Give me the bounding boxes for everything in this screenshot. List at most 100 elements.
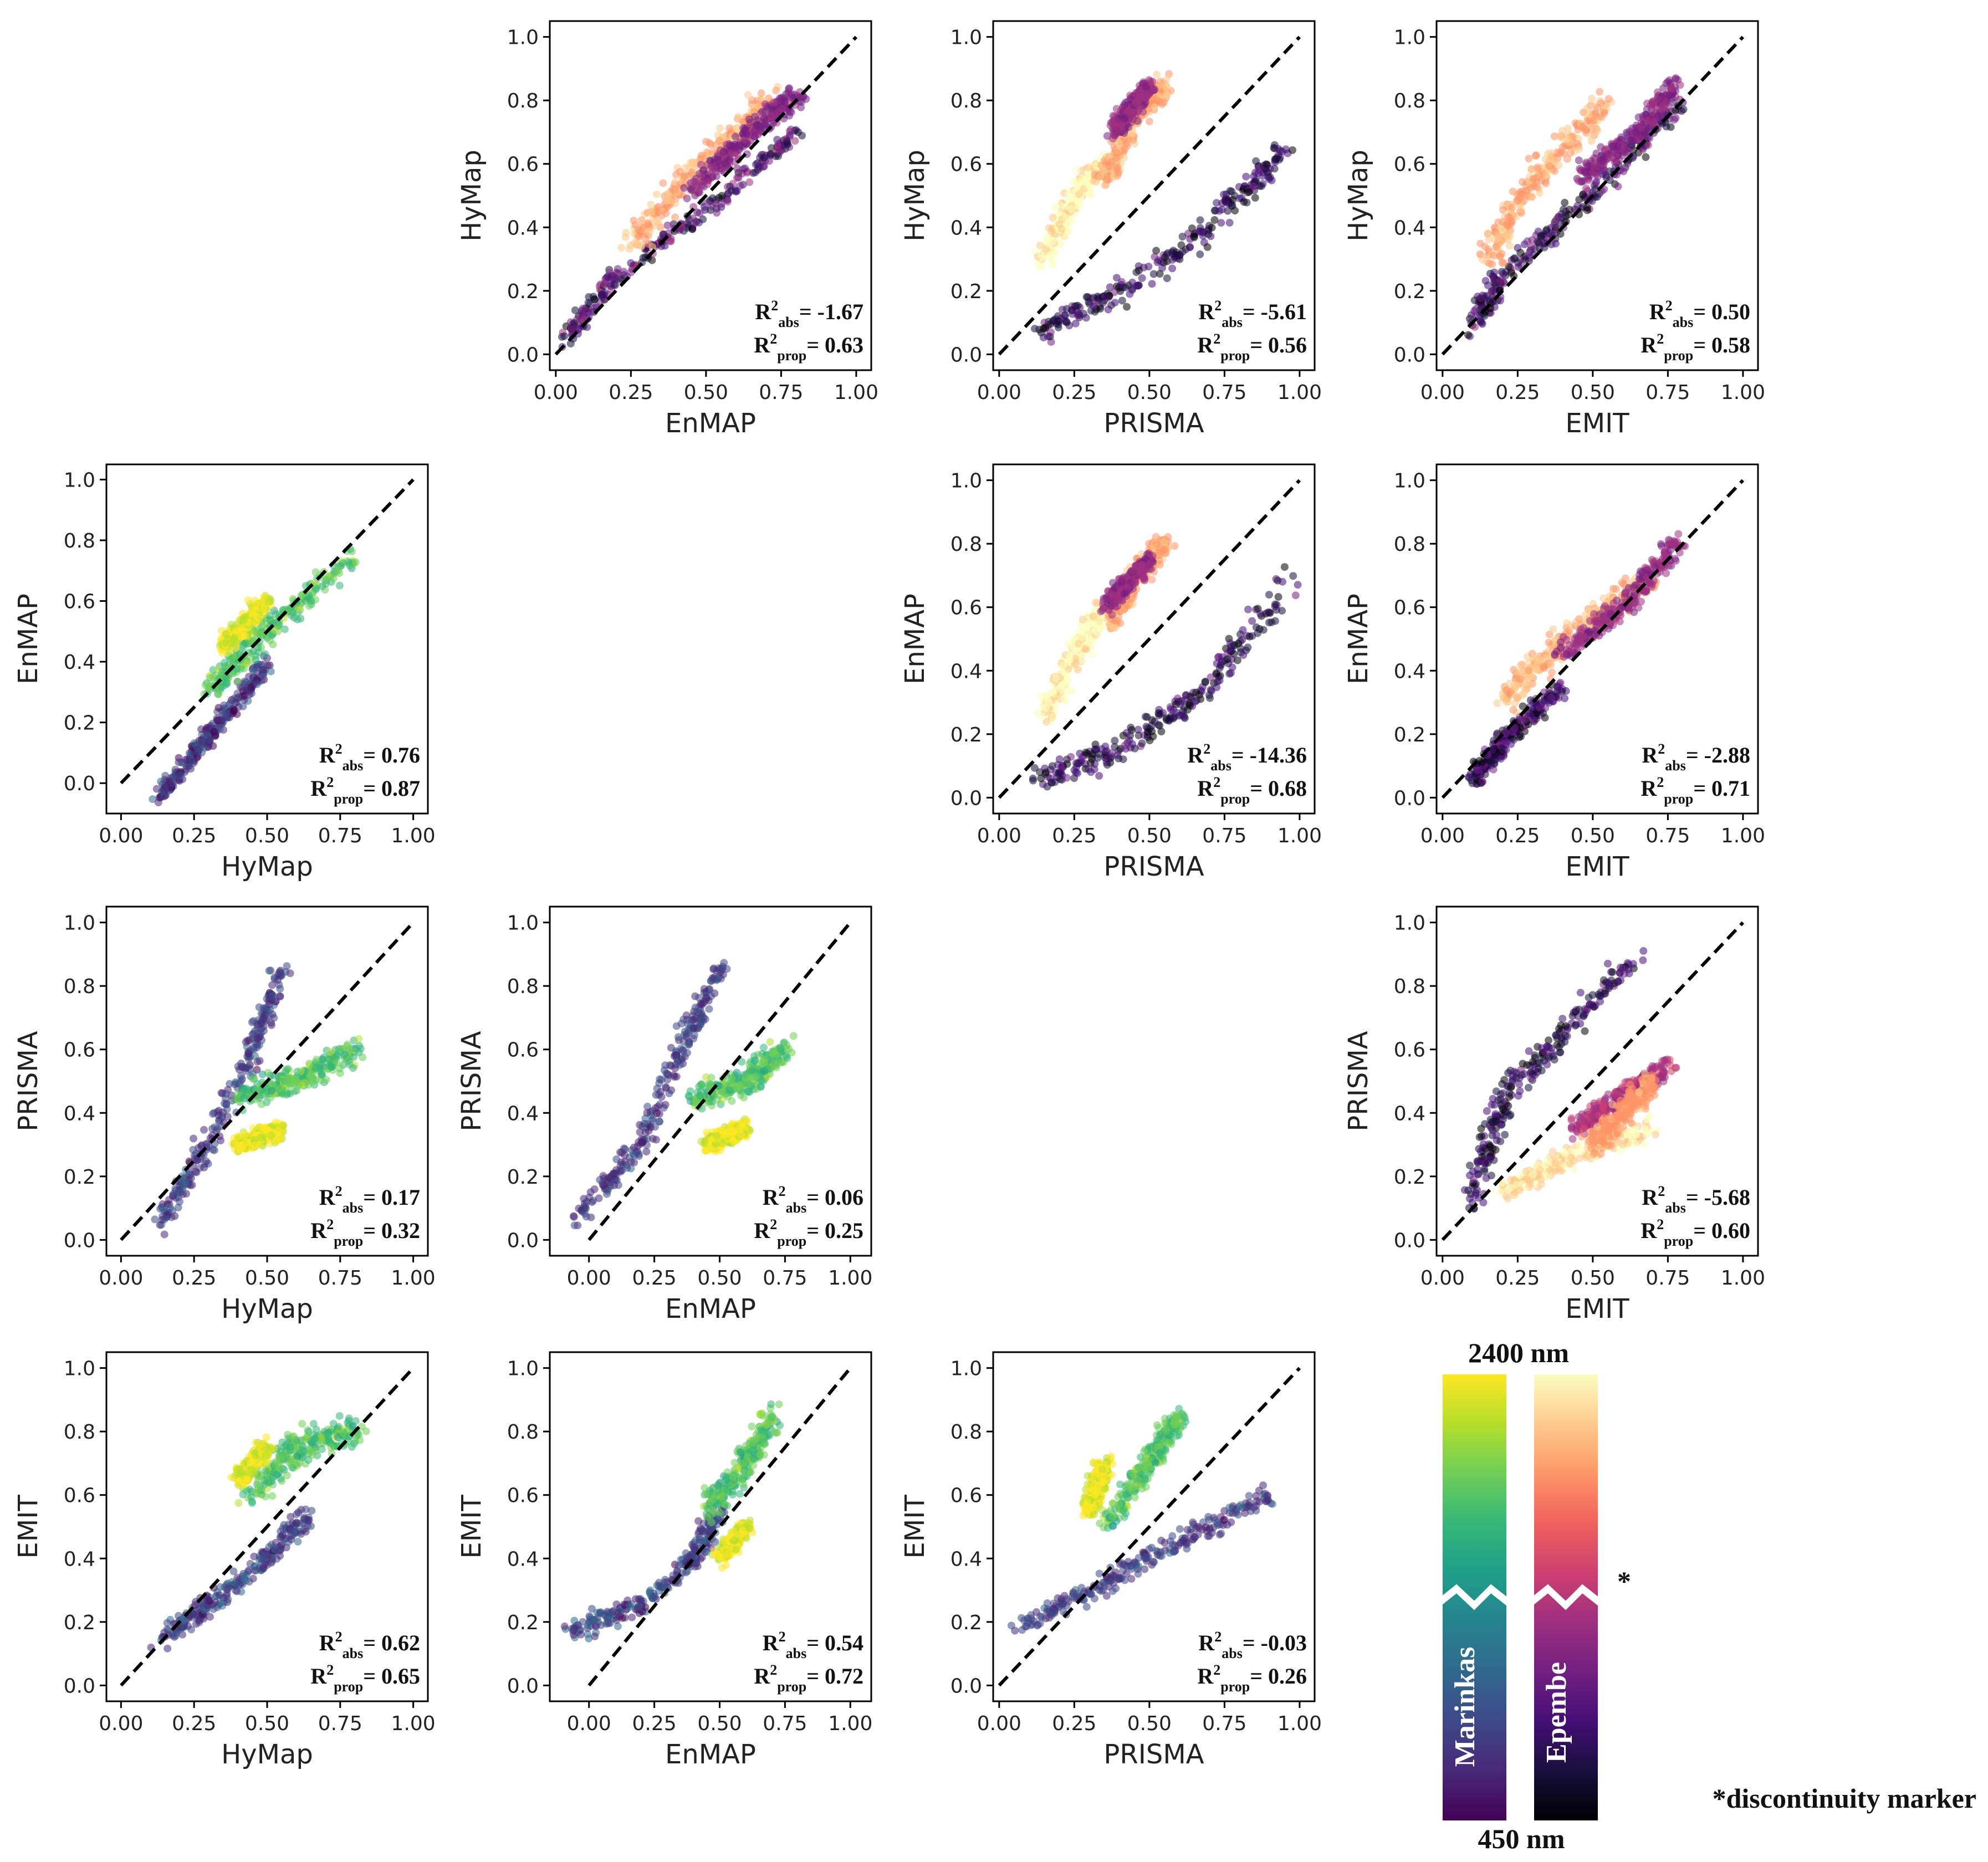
scatter-point <box>245 690 253 699</box>
x-tick-label: 0.00 <box>534 381 578 404</box>
identity-line <box>998 35 1301 356</box>
x-tick-label: 0.75 <box>318 825 362 847</box>
scatter-point <box>1085 765 1092 774</box>
scatter-point <box>1076 749 1084 758</box>
scatter-point <box>149 795 157 804</box>
scatter-point <box>750 132 759 141</box>
scatter-point <box>742 130 750 138</box>
scatter-point <box>1545 638 1553 647</box>
scatter-point <box>1038 713 1046 721</box>
scatter-point <box>1106 283 1114 291</box>
scatter-point <box>1097 617 1105 625</box>
y-tick-label: 0.2 <box>950 280 982 303</box>
scatter-point <box>1151 253 1159 261</box>
scatter-point <box>1049 213 1057 222</box>
scatter-point <box>1516 662 1525 669</box>
scatter-point <box>1108 579 1117 587</box>
scatter-point <box>1082 645 1090 653</box>
scatter-point <box>1478 758 1486 766</box>
scatter-point <box>1042 768 1050 776</box>
scatter-point <box>1234 640 1243 648</box>
scatter-point <box>760 115 768 123</box>
scatter-point <box>1218 199 1226 207</box>
scatter-point <box>1029 776 1037 785</box>
scatter-point <box>1564 135 1572 143</box>
scatter-point <box>222 639 230 647</box>
x-axis-label: EMIT <box>1565 408 1629 439</box>
r2-prop-annotation: R2prop= 0.68 <box>1197 774 1307 807</box>
scatter-point <box>1278 607 1286 615</box>
scatter-point <box>591 295 599 304</box>
scatter-point <box>1643 116 1652 124</box>
scatter-point <box>1079 616 1087 623</box>
scatter-point <box>1049 713 1057 721</box>
scatter-point <box>1148 722 1156 730</box>
scatter-point <box>1499 270 1507 278</box>
scatter-point <box>1176 700 1184 708</box>
scatter-point <box>667 237 675 245</box>
scatter-point <box>569 324 578 332</box>
scatter-point <box>1111 736 1119 745</box>
scatter-point <box>793 92 801 100</box>
scatter-point <box>1517 717 1525 725</box>
scatter-point <box>1492 243 1500 251</box>
scatter-point <box>1051 203 1060 212</box>
scatter-point <box>688 225 697 233</box>
scatter-point <box>1670 116 1678 124</box>
x-tick-label: 0.25 <box>609 381 653 404</box>
scatter-point <box>1152 247 1161 255</box>
scatter-point <box>1157 728 1166 735</box>
scatter-point <box>1118 577 1126 586</box>
scatter-point <box>697 151 706 160</box>
x-tick-label: 1.00 <box>1721 381 1765 404</box>
scatter-point <box>1107 624 1116 632</box>
scatter-point <box>1167 705 1175 713</box>
scatter-point <box>1556 133 1565 141</box>
scatter-point <box>757 89 765 98</box>
scatter-point <box>1055 768 1063 776</box>
scatter-point <box>1067 687 1075 695</box>
scatter-point <box>733 124 741 132</box>
panel-hymap-vs-enmap: 0.00 0.25 0.50 0.75 1.000.00.20.40.60.81.0En… <box>456 20 878 439</box>
identity-line <box>1441 35 1745 356</box>
scatter-point <box>1142 83 1150 91</box>
scatter-point <box>699 215 707 223</box>
x-tick-label: 0.50 <box>1571 381 1615 404</box>
scatter-point <box>1121 115 1129 123</box>
r2-abs-annotation: R2abs= 0.50 <box>1649 298 1750 330</box>
scatter-point <box>1084 163 1092 171</box>
scatter-point <box>1065 227 1072 235</box>
scatter-point <box>1252 623 1260 631</box>
scatter-point <box>1490 276 1498 284</box>
scatter-point <box>1088 650 1096 658</box>
scatter-point <box>1136 105 1144 113</box>
scatter-point <box>210 728 218 736</box>
scatter-point <box>1031 325 1039 333</box>
scatter-point <box>335 569 344 577</box>
scatter-point <box>646 227 654 236</box>
scatter-point <box>157 777 165 786</box>
scatter-point <box>1548 668 1556 677</box>
y-tick-label: 0.6 <box>64 591 95 613</box>
scatter-point <box>648 207 657 216</box>
scatter-point <box>1662 79 1670 88</box>
scatter-point <box>1264 608 1272 617</box>
y-tick-label: 0.6 <box>950 154 982 176</box>
scatter-point <box>1294 581 1302 589</box>
scatter-point <box>734 112 742 121</box>
scatter-point <box>1259 626 1268 634</box>
scatter-point <box>261 650 269 658</box>
scatter-point <box>345 559 353 567</box>
scatter-point <box>708 194 717 202</box>
scatter-point <box>240 616 248 624</box>
scatter-point <box>1054 761 1062 769</box>
identity-line <box>998 479 1301 799</box>
scatter-point <box>1252 157 1260 165</box>
scatter-point <box>1626 144 1634 152</box>
scatter-point <box>1547 149 1556 157</box>
scatter-point <box>1132 97 1141 105</box>
scatter-point <box>679 173 688 181</box>
scatter-point <box>1254 629 1262 637</box>
scatter-point <box>1668 85 1676 93</box>
scatter-point <box>1598 157 1607 165</box>
